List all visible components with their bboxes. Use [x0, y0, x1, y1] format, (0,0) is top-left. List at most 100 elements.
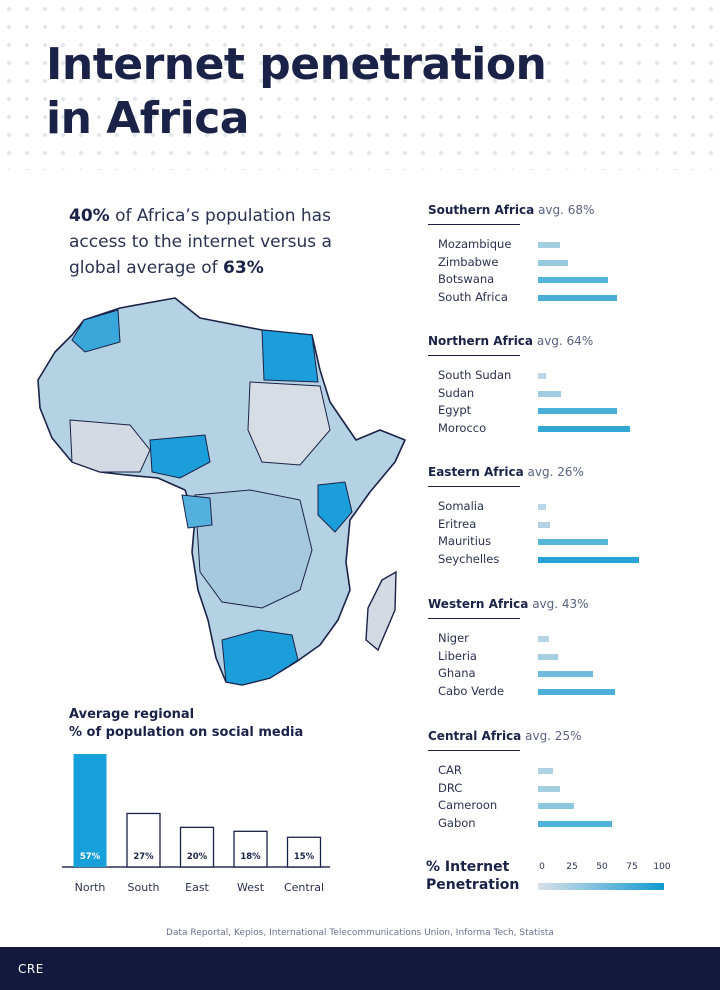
country-row: Somalia	[428, 499, 720, 517]
social-bar-east	[179, 826, 215, 868]
region-heading: Northern Africa avg. 64%	[428, 334, 720, 348]
africa-map	[37, 297, 406, 686]
country-row: South Africa	[428, 290, 720, 308]
social-bar-value-label: 15%	[294, 852, 315, 862]
country-list: South Sudan Sudan Egypt Morocco	[428, 368, 720, 438]
country-row: DRC	[428, 781, 720, 799]
country-row: Zimbabwe	[428, 255, 720, 273]
social-bar-value-label: 18%	[240, 852, 261, 862]
penetration-bar	[538, 277, 609, 283]
penetration-bar	[538, 803, 575, 809]
country-row: Niger	[428, 631, 720, 649]
region-name: Western Africa	[428, 597, 529, 611]
region-average: avg. 26%	[527, 465, 584, 479]
region-average: avg. 68%	[538, 203, 595, 217]
page-title: Internet penetration in Africa	[46, 38, 547, 146]
region-average: avg. 25%	[525, 729, 582, 743]
source-note: Data Reportal, Kepios, International Tel…	[166, 928, 554, 938]
kenya-highlight	[317, 481, 353, 533]
country-name: Sudan	[438, 385, 475, 400]
region-name: Southern Africa	[428, 203, 535, 217]
region-average: avg. 64%	[536, 334, 594, 348]
region-divider	[428, 355, 520, 356]
region-divider	[428, 750, 520, 751]
social-category-label: North	[75, 881, 106, 894]
country-name: Cabo Verde	[438, 683, 505, 698]
central-region	[194, 489, 313, 609]
region-heading: Eastern Africa avg. 26%	[428, 465, 720, 479]
penetration-bar	[538, 671, 593, 677]
intro-africa-pct: 40%	[69, 206, 110, 226]
country-name: Niger	[438, 631, 469, 645]
penetration-bar	[538, 521, 551, 528]
morocco-highlight	[71, 309, 121, 353]
legend-tick-label: 25	[566, 862, 578, 872]
country-name: Liberia	[438, 648, 477, 663]
madagascar	[365, 570, 397, 652]
country-name: Ghana	[438, 666, 476, 680]
sudan-region	[247, 381, 331, 466]
country-row: South Sudan	[428, 368, 720, 386]
gabon-highlight	[181, 494, 213, 529]
region-eastern-africa: Eastern Africa avg. 26% Somalia Eritrea Mau…	[428, 465, 720, 569]
social-media-bar-chart: 57% North 27% South 20% East 18% West 15% Central	[62, 754, 330, 894]
social-category-label: South	[128, 881, 160, 894]
penetration-bar	[538, 294, 618, 301]
region-heading: Central Africa avg. 25%	[428, 729, 720, 743]
country-name: Egypt	[438, 403, 472, 417]
country-row: Mozambique	[428, 237, 720, 255]
penetration-bar	[538, 504, 546, 510]
country-row: Liberia	[428, 649, 720, 667]
legend-label: % Internet Penetration	[426, 858, 519, 894]
penetration-bar	[538, 539, 609, 545]
social-bar-west	[233, 830, 268, 868]
penetration-bar	[538, 653, 558, 660]
region-name: Eastern Africa	[428, 465, 524, 479]
intro-global-pct: 63%	[223, 258, 264, 278]
legend-tick-label: 100	[653, 862, 671, 872]
social-media-chart-title: Average regional % of population on soci…	[69, 706, 303, 742]
penetration-bar	[538, 688, 615, 695]
intro-text: 40% of Africa’s population has access to…	[69, 203, 369, 281]
penetration-bar	[538, 408, 618, 414]
footer-bar: CRE	[0, 947, 720, 990]
country-list: Somalia Eritrea Mauritius Seychelles	[428, 499, 720, 569]
penetration-bar	[538, 242, 560, 248]
penetration-bar	[538, 636, 549, 642]
penetration-bar	[538, 390, 562, 397]
region-heading: Southern Africa avg. 68%	[428, 203, 720, 217]
social-bar-south	[126, 812, 161, 868]
legend-label-line-2: Penetration	[426, 877, 520, 893]
legend-ticks: 0 25 50 75 100	[536, 862, 671, 876]
social-category-label: West	[237, 881, 265, 894]
social-bar-north	[73, 754, 107, 867]
intro-body: of Africa’s population has access to the…	[69, 206, 332, 278]
country-list: Mozambique Zimbabwe Botswana South Africa	[428, 237, 720, 307]
country-name: South Sudan	[438, 368, 512, 382]
penetration-bar	[538, 820, 612, 827]
country-name: CAR	[438, 763, 462, 777]
country-name: Eritrea	[438, 516, 477, 531]
country-row: Ghana	[428, 666, 720, 684]
country-row: Eritrea	[428, 517, 720, 535]
legend-gradient-bar	[538, 883, 664, 890]
social-bar-value-label: 57%	[80, 852, 101, 862]
social-bar-value-label: 27%	[133, 852, 154, 862]
country-row: Gabon	[428, 816, 720, 834]
country-name: Mozambique	[438, 237, 512, 251]
social-title-line-1: Average regional	[69, 707, 195, 722]
region-average: avg. 43%	[532, 597, 589, 611]
dot-pattern-background	[0, 0, 720, 170]
country-list: CAR DRC Cameroon Gabon	[428, 763, 720, 833]
country-name: South Africa	[438, 289, 508, 304]
country-name: Morocco	[438, 420, 487, 435]
country-row: Cameroon	[428, 798, 720, 816]
country-row: CAR	[428, 763, 720, 781]
legend-tick-label: 0	[539, 862, 545, 872]
country-name: Cameroon	[438, 798, 498, 812]
social-bar-value-label: 20%	[187, 852, 208, 862]
penetration-bar	[538, 556, 640, 563]
country-row: Botswana	[428, 272, 720, 290]
country-row: Cabo Verde	[428, 684, 720, 702]
penetration-bar	[538, 768, 554, 774]
